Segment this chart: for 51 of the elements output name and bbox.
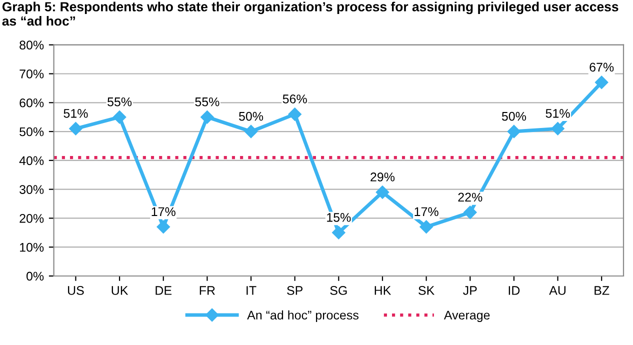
y-tick-label: 0% xyxy=(26,272,44,281)
point xyxy=(200,110,214,124)
data-label: 15% xyxy=(327,213,351,222)
point xyxy=(464,206,477,220)
y-tick-label: 20% xyxy=(20,214,44,223)
point xyxy=(420,220,433,234)
legend-label: An “ad hoc” process xyxy=(247,310,358,322)
y-tick-label: 10% xyxy=(20,242,44,252)
y-tick-label: 40% xyxy=(19,156,44,166)
data-label: 56% xyxy=(282,94,307,104)
x-tick-label: SP xyxy=(287,286,303,295)
point xyxy=(244,124,258,138)
data-label: 67% xyxy=(590,62,614,72)
data-label: 55% xyxy=(195,97,220,106)
x-tick-label: SG xyxy=(330,286,347,295)
point xyxy=(332,226,346,240)
data-label: 55% xyxy=(108,97,132,106)
y-tick-label: 30% xyxy=(20,185,44,194)
x-tick-label: AU xyxy=(549,286,566,295)
x-tick-label: UK xyxy=(112,286,128,295)
y-tick-label: 70% xyxy=(20,70,44,78)
data-label: 50% xyxy=(502,112,526,121)
point xyxy=(69,122,82,136)
point xyxy=(376,186,390,199)
y-tick-label: 60% xyxy=(20,98,44,108)
point xyxy=(595,76,608,89)
x-tick-label: IT xyxy=(246,286,256,295)
legend-label: Average xyxy=(444,310,490,322)
x-tick-label: ID xyxy=(508,286,520,295)
point xyxy=(507,124,521,138)
data-label: 17% xyxy=(414,207,438,216)
data-label: 51% xyxy=(546,109,570,118)
x-tick-label: US xyxy=(68,286,84,295)
chart-title: Graph 5: Respondents who state their organization’s process for assigning privileged user access as “ad hoc” xyxy=(2,2,618,26)
data-label: 17% xyxy=(152,207,176,216)
point xyxy=(156,220,170,234)
x-tick-label: JP xyxy=(463,286,477,295)
data-label: 22% xyxy=(458,192,482,202)
point xyxy=(288,108,302,121)
data-label: 29% xyxy=(370,172,395,182)
x-tick-label: DE xyxy=(156,286,172,295)
y-tick-label: 80% xyxy=(20,40,44,50)
x-tick-label: SK xyxy=(418,286,434,295)
x-tick-label: BZ xyxy=(594,286,610,295)
point xyxy=(112,110,126,124)
point xyxy=(551,122,564,136)
data-label: 51% xyxy=(64,109,88,118)
data-label: 50% xyxy=(239,112,264,121)
y-tick-label: 50% xyxy=(20,127,44,136)
x-tick-label: FR xyxy=(200,286,215,295)
x-tick-label: HK xyxy=(374,286,392,295)
